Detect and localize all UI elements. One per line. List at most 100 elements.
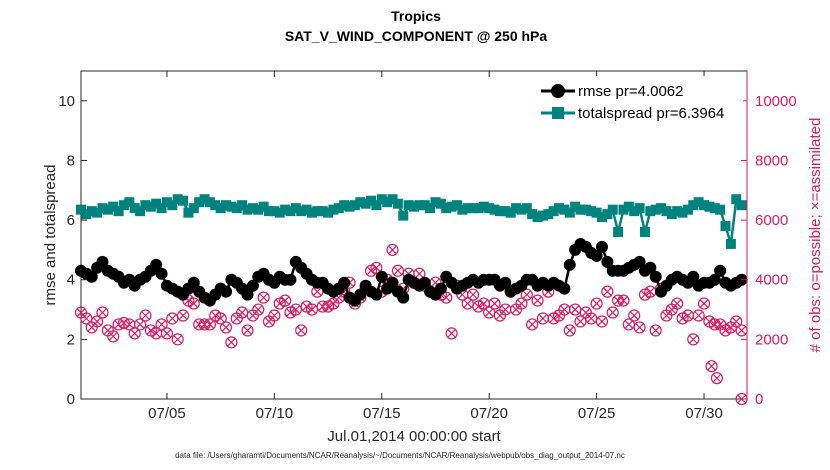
obs-assimilated-point (651, 325, 661, 335)
obs-assimilated-point (216, 314, 226, 323)
obs-assimilated-point (678, 314, 687, 323)
totalspread-point (172, 194, 183, 205)
rmse-point (644, 261, 657, 274)
rmse-point (418, 276, 431, 289)
y2-tick-label: 10000 (755, 93, 797, 110)
totalspread-point (494, 206, 505, 217)
line-series-layer (75, 194, 748, 307)
totalspread-point (387, 194, 398, 205)
totalspread-point (253, 204, 264, 215)
totalspread-point (451, 200, 462, 211)
obs-assimilated-point (253, 305, 263, 314)
totalspread-point (430, 197, 441, 208)
obs-possible-point (520, 288, 533, 301)
totalspread-point (478, 201, 489, 212)
totalspread-point (580, 204, 591, 215)
totalspread-point (645, 206, 656, 217)
y-tick-label: 8 (67, 152, 75, 169)
obs-possible-point (370, 261, 383, 274)
totalspread-point (709, 203, 720, 214)
legend-box (535, 76, 743, 124)
totalspread-point (462, 203, 473, 214)
totalspread-point (76, 204, 86, 215)
obs-assimilated-point (371, 263, 381, 273)
obs-possible-point (155, 318, 168, 331)
obs-assimilated-point (479, 299, 489, 309)
totalspread-point (446, 201, 457, 212)
obs-possible-point (488, 297, 501, 310)
totalspread-point (564, 207, 575, 218)
totalspread-point (425, 203, 436, 214)
totalspread-point (656, 203, 667, 214)
obs-assimilated-point (243, 325, 252, 335)
totalspread-point (210, 200, 221, 211)
obs-assimilated-point (533, 296, 542, 306)
rmse-point (370, 288, 383, 301)
totalspread-point (263, 206, 274, 217)
obs-assimilated-point (721, 325, 730, 335)
rmse-point (284, 273, 297, 286)
totalspread-point (435, 198, 446, 209)
obs-assimilated-point (291, 305, 301, 314)
obs-assimilated-point (608, 308, 618, 317)
totalspread-point (419, 200, 430, 211)
totalspread-point (247, 203, 258, 214)
totalspread-point (199, 194, 210, 205)
obs-assimilated-point (178, 311, 188, 320)
totalspread-point (575, 204, 586, 215)
obs-assimilated-point (468, 290, 478, 300)
totalspread-point (586, 206, 597, 217)
rmse-point (354, 288, 367, 301)
totalspread-point (457, 204, 468, 215)
totalspread-point (312, 206, 323, 217)
totalspread-point (360, 198, 371, 209)
legend-rmse-marker (551, 84, 565, 98)
totalspread-point (618, 204, 629, 215)
totalspread-point (623, 201, 634, 212)
obs-possible-point (466, 288, 480, 301)
obs-possible-point (219, 321, 233, 334)
obs-assimilated-point (576, 317, 585, 326)
y-tick-label: 6 (67, 212, 75, 229)
totalspread-point (650, 204, 661, 215)
rmse-point (150, 258, 163, 271)
totalspread-point (183, 207, 194, 218)
totalspread-point (81, 209, 92, 220)
obs-assimilated-point (323, 302, 333, 311)
totalspread-point (591, 207, 602, 218)
obs-possible-point (515, 297, 528, 310)
rmse-point (601, 255, 614, 268)
obs-possible-point (96, 306, 109, 319)
totalspread-point (151, 198, 162, 209)
totalspread-point (403, 200, 414, 211)
obs-assimilated-point (275, 299, 285, 309)
obs-assimilated-point (474, 302, 483, 311)
rmse-point (649, 270, 662, 283)
totalspread-point (118, 200, 129, 211)
y-tick-label: 4 (67, 272, 75, 289)
totalspread-point (634, 203, 645, 214)
totalspread-point (317, 206, 328, 217)
obs-possible-point (214, 312, 227, 325)
obs-assimilated-point (296, 325, 306, 335)
x-tick-label: 07/15 (363, 405, 401, 422)
totalspread-point (570, 201, 581, 212)
totalspread-point (344, 201, 355, 212)
obs-assimilated-point (81, 314, 91, 323)
legend-rmse-label: rmse pr=4.0062 (578, 83, 683, 100)
totalspread-point (688, 200, 699, 211)
totalspread-point (231, 203, 242, 214)
totalspread-point (441, 203, 452, 214)
obs-possible-point (203, 318, 217, 331)
obs-possible-point (268, 309, 281, 322)
obs-assimilated-point (712, 373, 722, 383)
obs-possible-point (710, 372, 724, 385)
rmse-point (386, 276, 399, 289)
obs-assimilated-point (205, 320, 215, 329)
x-tick-label: 07/10 (256, 405, 294, 422)
rmse-point (714, 264, 727, 277)
x-tick-label: 07/30 (685, 405, 723, 422)
obs-possible-point (649, 324, 662, 337)
totalspread-point (145, 201, 156, 212)
totalspread-point (371, 200, 382, 211)
